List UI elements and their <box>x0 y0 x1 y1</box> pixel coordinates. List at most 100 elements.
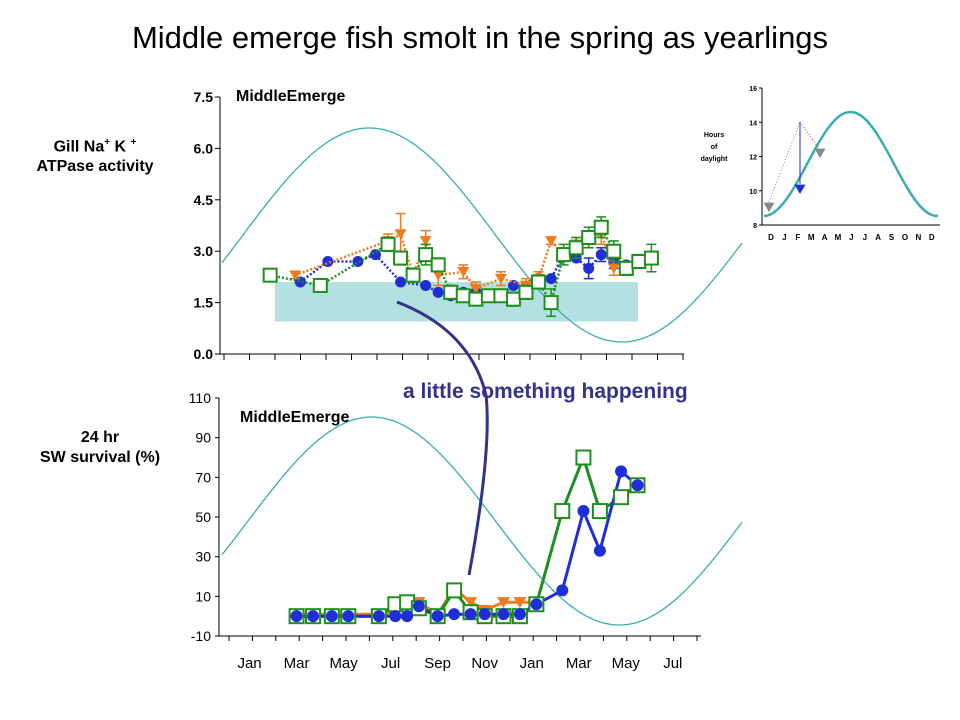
atpase-daylight-curve <box>221 127 743 343</box>
annotation-arrow <box>396 300 489 576</box>
daylight-x-tick-label: N <box>916 233 922 242</box>
survival-point-orange <box>496 597 510 609</box>
survival-chart-title: MiddleEmerge <box>240 409 349 426</box>
atpase-point-green <box>443 284 459 300</box>
survival-point-blue <box>577 505 590 518</box>
survival-y-label-line1: 24 hr <box>80 429 120 446</box>
daylight-y-label-line1: Hours <box>704 132 724 139</box>
survival-point-green <box>575 449 592 466</box>
atpase-y-label: Gill Na+ K + ATPase activity <box>10 133 180 177</box>
daylight-x-tick-label: M <box>808 233 815 242</box>
atpase-point-green <box>505 291 521 307</box>
atpase-y-label-part2: K <box>110 138 131 156</box>
survival-x-tick-label: Jan <box>520 655 544 672</box>
atpase-point-orange <box>545 236 558 247</box>
survival-y-tick-label: 50 <box>195 509 211 525</box>
atpase-point-orange <box>394 229 407 240</box>
atpase-point-green <box>643 250 659 266</box>
atpase-point-green <box>531 274 547 290</box>
atpase-y-tick-label: 3.0 <box>194 243 214 259</box>
atpase-point-blue <box>583 262 595 274</box>
daylight-x-tick-label: J <box>863 233 867 242</box>
survival-point-blue <box>478 608 491 621</box>
survival-point-blue <box>412 600 425 613</box>
atpase-y-tick-label: 1.5 <box>194 295 214 311</box>
atpase-point-blue <box>545 273 557 285</box>
survival-point-blue <box>631 479 644 492</box>
survival-point-orange <box>513 597 527 609</box>
survival-y-tick-label: 10 <box>195 588 211 604</box>
slide-title: Middle emerge fish smolt in the spring a… <box>131 20 829 55</box>
daylight-y-tick-label: 16 <box>749 86 757 93</box>
survival-point-blue <box>307 610 320 623</box>
atpase-point-orange <box>494 273 507 285</box>
survival-y-tick-label: 90 <box>195 430 211 446</box>
atpase-point-green <box>405 267 421 283</box>
daylight-y-tick-label: 8 <box>753 223 757 230</box>
daylight-curve <box>763 110 939 218</box>
daylight-connector <box>768 121 801 203</box>
survival-point-blue <box>342 610 355 623</box>
survival-point-green <box>613 489 630 506</box>
daylight-x-tick-label: F <box>795 233 800 242</box>
daylight-x-tick-label: M <box>835 233 842 242</box>
atpase-point-green <box>543 295 559 311</box>
survival-point-orange <box>464 597 478 609</box>
survival-point-green <box>446 582 463 599</box>
atpase-point-blue <box>352 255 364 267</box>
survival-point-blue <box>290 610 303 623</box>
survival-x-tick-label: Jul <box>381 655 400 672</box>
survival-x-tick-label: Jul <box>663 655 682 672</box>
atpase-point-green <box>593 219 609 235</box>
daylight-marker-late-spring <box>814 148 826 158</box>
atpase-point-green <box>518 284 534 300</box>
atpase-point-green <box>556 247 572 263</box>
annotation-text: a little something happening <box>403 380 688 403</box>
daylight-x-tick-label: J <box>782 233 786 242</box>
survival-x-tick-label: Mar <box>566 655 592 672</box>
survival-point-blue <box>556 584 569 597</box>
atpase-point-green <box>493 288 509 304</box>
survival-point-blue <box>401 610 414 623</box>
atpase-point-green <box>568 240 584 256</box>
atpase-point-green <box>262 267 278 283</box>
atpase-point-blue <box>507 279 519 291</box>
atpase-point-green <box>393 250 409 266</box>
survival-x-tick-label: May <box>329 655 358 672</box>
survival-point-blue <box>530 598 543 611</box>
daylight-x-tick-label: J <box>849 233 853 242</box>
survival-y-label-line2: SW survival (%) <box>39 449 161 466</box>
atpase-y-label-sup1: + <box>104 137 111 148</box>
survival-point-green <box>591 503 608 520</box>
daylight-y-tick-label: 12 <box>749 155 757 162</box>
atpase-point-blue <box>370 249 382 261</box>
atpase-point-green <box>631 253 647 269</box>
survival-point-blue <box>513 608 526 621</box>
atpase-point-orange <box>607 263 620 274</box>
atpase-y-label-part3: ATPase activity <box>36 158 154 176</box>
atpase-point-blue <box>395 276 407 288</box>
atpase-point-green <box>312 277 328 293</box>
survival-x-tick-label: May <box>612 655 641 672</box>
daylight-y-label-line3: daylight <box>701 156 729 163</box>
daylight-x-tick-label: A <box>875 233 881 242</box>
atpase-point-green <box>606 243 622 259</box>
survival-series-line-green <box>296 452 639 619</box>
atpase-point-green <box>468 291 484 307</box>
atpase-y-tick-label: 7.5 <box>194 89 214 105</box>
atpase-point-green <box>480 288 496 304</box>
atpase-y-label-part1: Gill Na <box>53 138 105 156</box>
survival-y-label: 24 hr SW survival (%) <box>15 428 185 468</box>
survival-point-blue <box>372 610 385 623</box>
survival-point-blue <box>431 610 444 623</box>
survival-x-tick-label: Jan <box>237 655 261 672</box>
atpase-chart-title: MiddleEmerge <box>236 88 345 105</box>
atpase-point-green <box>430 257 446 273</box>
daylight-y-tick-label: 10 <box>749 189 757 196</box>
survival-y-tick-label: 110 <box>189 390 212 406</box>
survival-x-tick-label: Nov <box>471 655 498 672</box>
daylight-x-tick-label: A <box>822 233 828 242</box>
survival-y-tick-label: 70 <box>195 469 211 485</box>
daylight-y-tick-label: 14 <box>749 120 757 127</box>
